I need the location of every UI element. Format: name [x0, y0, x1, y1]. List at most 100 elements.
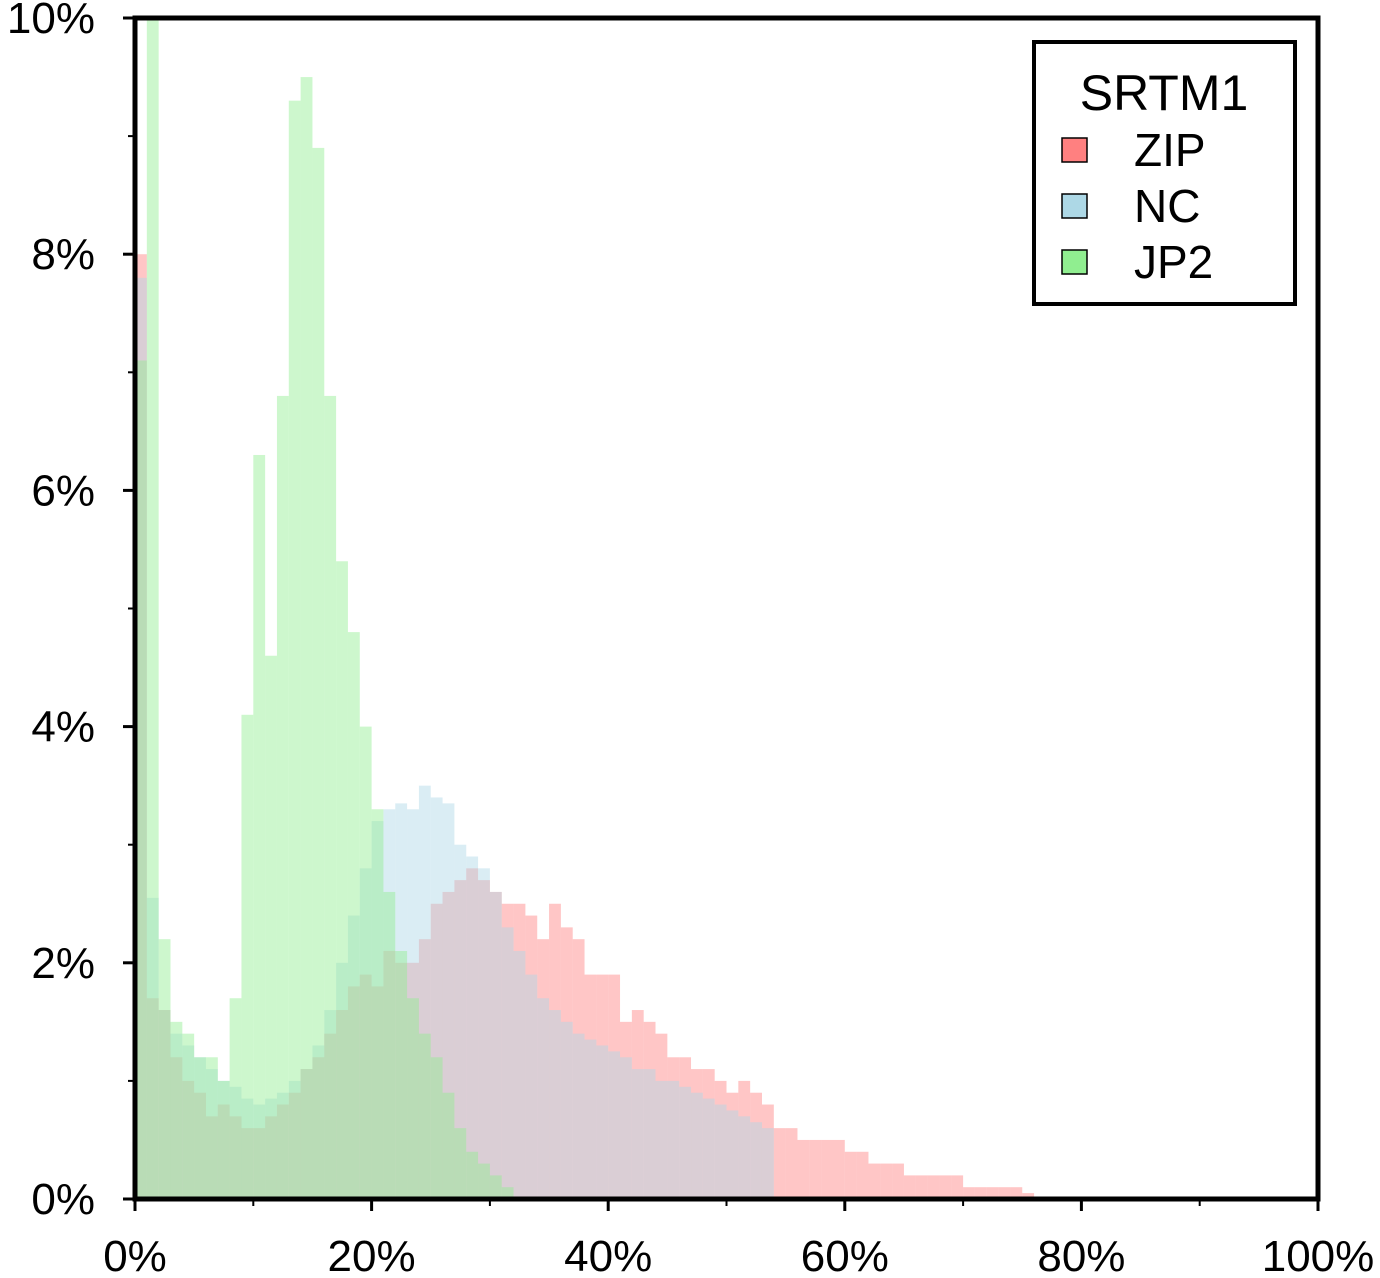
bar-zip-30	[489, 891, 502, 1199]
bar-nc-3	[170, 1033, 183, 1199]
x-tick-label: 80%	[1037, 1232, 1125, 1278]
bar-jp2-25	[430, 1057, 443, 1199]
bar-nc-9	[241, 1098, 254, 1199]
bar-jp2-30	[489, 1175, 502, 1199]
y-tick-label: 6%	[31, 466, 95, 515]
bar-nc-51	[738, 1116, 751, 1199]
bar-jp2-28	[466, 1151, 479, 1199]
ticks-layer: 0% 20% 40% 60% 80% 100% 0% 2% 4% 6% 8% 10%	[7, 0, 1374, 1278]
bar-zip-9	[241, 1128, 254, 1199]
bar-zip-40	[608, 974, 621, 1199]
bar-nc-49	[714, 1104, 727, 1199]
y-tick-label: 4%	[31, 703, 95, 752]
bar-nc-39	[596, 1045, 609, 1199]
bar-nc-11	[265, 1098, 277, 1199]
bar-nc-47	[691, 1092, 703, 1199]
bar-zip-7	[217, 1104, 230, 1199]
bar-zip-24	[418, 939, 431, 1199]
bar-nc-50	[726, 1110, 739, 1199]
plot-frame	[132, 15, 1321, 1202]
bar-nc-45	[667, 1080, 680, 1199]
series-zip	[135, 254, 1035, 1199]
bar-jp2-29	[478, 1163, 490, 1199]
y-tick-label: 2%	[31, 939, 95, 988]
bar-nc-0	[135, 277, 147, 1199]
bar-zip-49	[714, 1080, 727, 1199]
bar-zip-70	[963, 1187, 975, 1199]
bar-nc-13	[288, 1080, 301, 1199]
bar-zip-59	[832, 1139, 845, 1199]
bar-jp2-31	[501, 1187, 514, 1199]
y-tick-label: 0%	[31, 1175, 95, 1224]
bar-zip-66	[915, 1175, 928, 1199]
bar-zip-73	[998, 1187, 1011, 1199]
bar-jp2-9	[241, 714, 254, 1199]
bar-zip-61	[856, 1151, 869, 1199]
bar-zip-51	[738, 1080, 751, 1199]
bar-nc-17	[336, 962, 348, 1199]
bar-zip-31	[501, 903, 514, 1199]
legend-swatch	[1061, 249, 1088, 275]
bar-nc-21	[383, 809, 396, 1199]
bar-jp2-10	[253, 454, 266, 1200]
bar-zip-27	[454, 880, 467, 1199]
x-tick-label: 100%	[1262, 1232, 1375, 1278]
bar-zip-8	[229, 1116, 242, 1199]
bar-zip-42	[631, 1010, 644, 1199]
bar-zip-55	[785, 1128, 798, 1199]
legend-label: JP2	[1134, 236, 1213, 288]
bar-nc-40	[608, 1051, 621, 1200]
bar-zip-45	[667, 1057, 680, 1199]
x-tick-label: 60%	[801, 1232, 889, 1278]
series-nc	[135, 277, 774, 1200]
bar-zip-5	[194, 1092, 206, 1199]
bar-zip-34	[537, 939, 550, 1199]
legend-entry-nc: NC	[1061, 180, 1200, 232]
bar-jp2-26	[442, 1092, 455, 1199]
bar-zip-47	[691, 1069, 703, 1199]
bar-zip-60	[844, 1151, 857, 1199]
bar-jp2-17	[336, 561, 348, 1199]
bar-zip-72	[986, 1187, 999, 1199]
legend-label: ZIP	[1134, 124, 1206, 176]
bar-zip-43	[643, 1021, 656, 1199]
bar-nc-30	[489, 891, 502, 1199]
bar-zip-19	[359, 974, 372, 1199]
bar-nc-22	[395, 803, 408, 1199]
bar-nc-33	[525, 974, 538, 1199]
bar-zip-39	[596, 974, 609, 1199]
bar-zip-56	[797, 1139, 810, 1199]
bar-nc-38	[584, 1039, 597, 1199]
bar-jp2-1	[146, 18, 159, 1199]
bar-nc-23	[407, 809, 419, 1199]
legend-title: SRTM1	[1080, 65, 1249, 121]
bar-jp2-18	[347, 632, 360, 1199]
bar-jp2-11	[265, 655, 277, 1199]
bar-jp2-21	[383, 891, 396, 1199]
legend-swatch	[1061, 193, 1088, 219]
bar-jp2-19	[359, 726, 372, 1199]
bar-zip-50	[726, 1092, 739, 1199]
bar-jp2-4	[182, 1033, 195, 1199]
bar-zip-67	[927, 1175, 940, 1199]
bar-nc-34	[537, 998, 550, 1199]
bar-jp2-22	[395, 950, 408, 1199]
bar-nc-26	[442, 803, 455, 1199]
bar-nc-8	[229, 1086, 242, 1199]
bars-layer	[135, 18, 1035, 1200]
bar-zip-14	[300, 1069, 313, 1199]
bar-jp2-27	[454, 1128, 467, 1199]
bar-jp2-3	[170, 1021, 183, 1199]
bar-nc-41	[620, 1057, 632, 1199]
bar-zip-65	[903, 1175, 916, 1199]
bar-nc-42	[631, 1069, 644, 1199]
bar-nc-1	[146, 897, 159, 1199]
series-jp2	[135, 18, 514, 1200]
legend-label: NC	[1134, 180, 1200, 232]
bar-zip-62	[868, 1163, 881, 1199]
bar-nc-19	[359, 868, 372, 1199]
bar-zip-54	[773, 1128, 786, 1199]
bar-nc-52	[750, 1122, 762, 1199]
bar-zip-16	[324, 1033, 337, 1199]
